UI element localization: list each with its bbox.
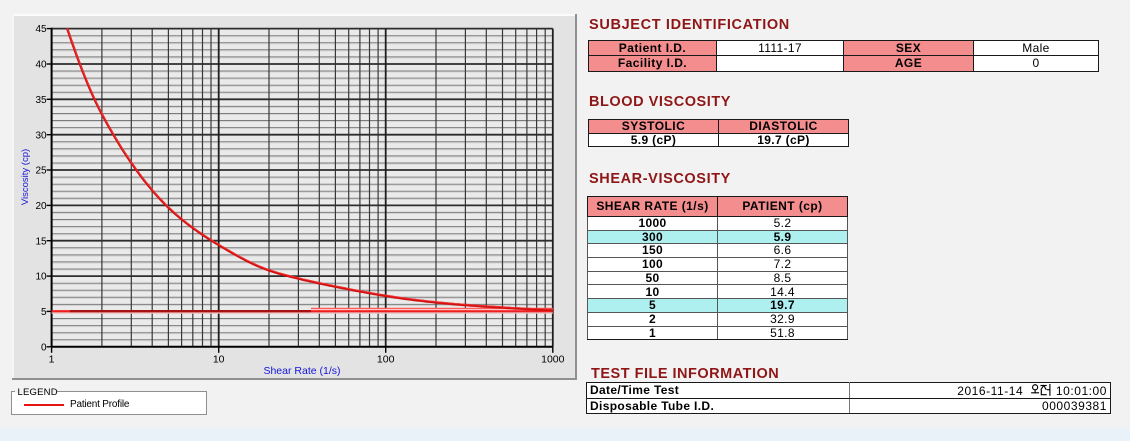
svg-text:1: 1	[49, 354, 55, 366]
svg-text:35: 35	[35, 95, 47, 106]
svg-text:100: 100	[377, 354, 395, 366]
svg-text:1000: 1000	[541, 354, 565, 366]
svg-text:10: 10	[213, 354, 225, 366]
svg-text:30: 30	[35, 130, 47, 141]
svg-text:15: 15	[35, 236, 47, 247]
svg-text:Shear Rate (1/s): Shear Rate (1/s)	[263, 365, 340, 377]
svg-text:5: 5	[41, 307, 47, 318]
svg-text:20: 20	[35, 201, 47, 212]
svg-text:0: 0	[41, 342, 47, 353]
svg-text:25: 25	[35, 166, 47, 177]
svg-text:40: 40	[35, 60, 47, 71]
svg-text:45: 45	[35, 24, 47, 35]
svg-text:Viscosity (cp): Viscosity (cp)	[20, 149, 31, 205]
svg-text:10: 10	[35, 272, 47, 283]
